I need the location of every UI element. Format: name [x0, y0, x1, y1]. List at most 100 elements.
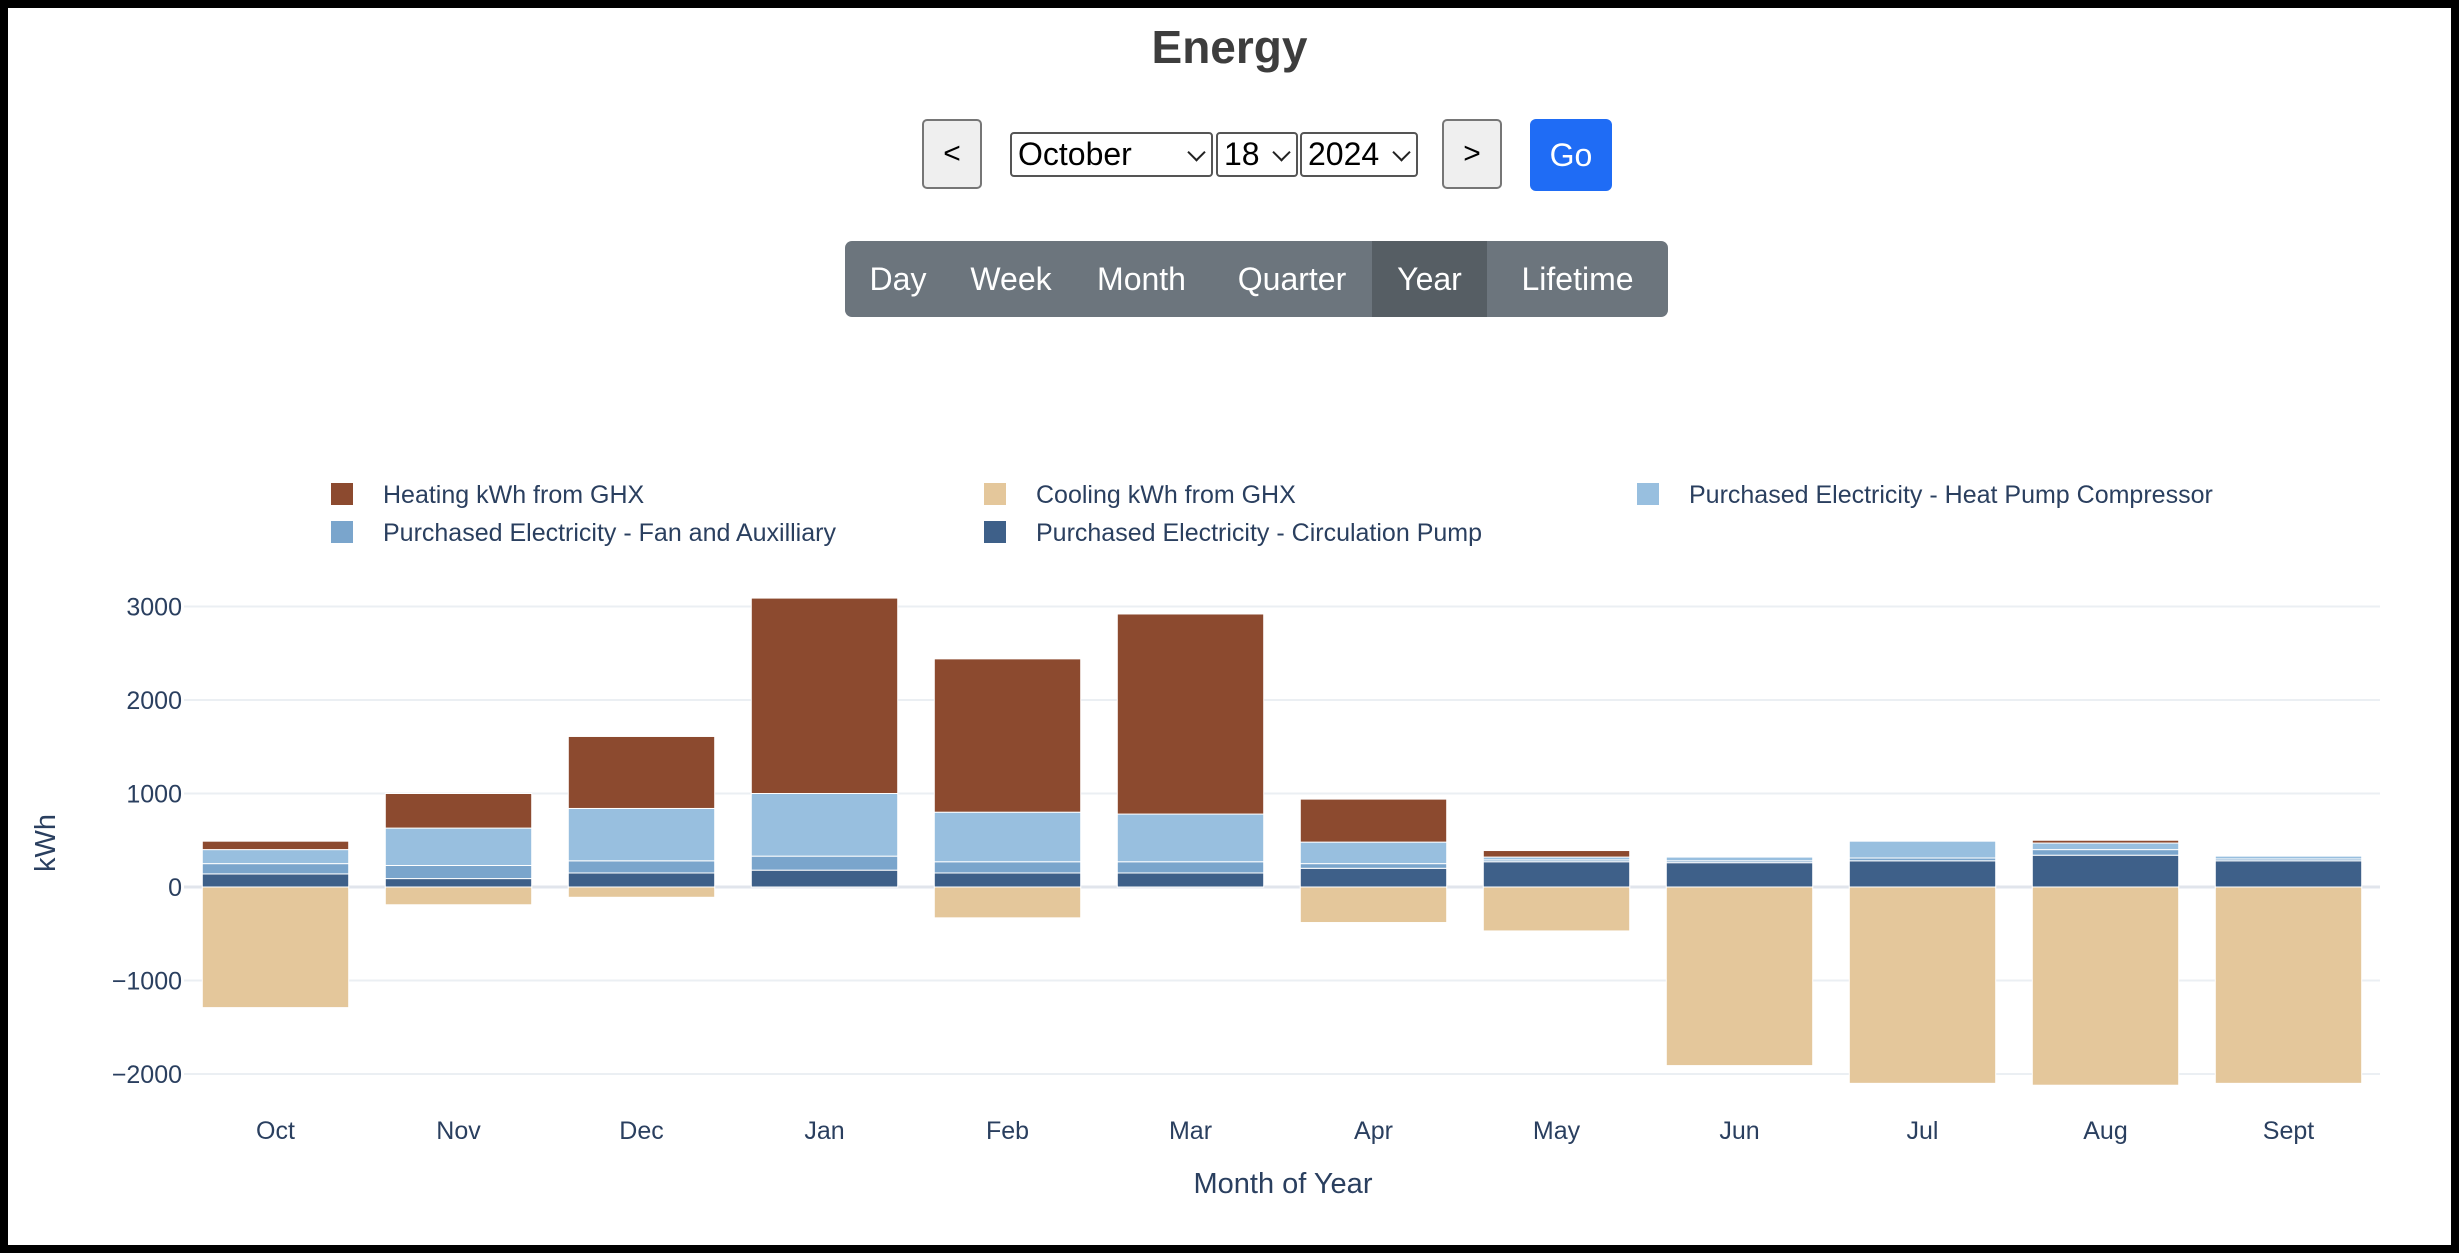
month-select-value: October — [1018, 136, 1132, 172]
bar-may-cooling-kwh-from-ghx — [1482, 886, 1631, 932]
x-tick-label: May — [1533, 1117, 1581, 1145]
x-tick-label: Apr — [1354, 1117, 1393, 1145]
bar-dec-purchased-electricity-circulation-pump — [567, 872, 716, 888]
bar-jul-purchased-electricity-circulation-pump — [1848, 860, 1997, 888]
y-tick-label: 2000 — [126, 687, 182, 715]
bar-apr-heating-kwh-from-ghx — [1299, 798, 1448, 843]
year-select[interactable]: 2024 — [1300, 132, 1418, 177]
bar-oct-heating-kwh-from-ghx — [201, 840, 350, 851]
bar-nov-purchased-electricity-fan-and-auxilliary — [384, 864, 533, 880]
bar-mar-heating-kwh-from-ghx — [1116, 613, 1265, 815]
bar-apr-purchased-electricity-circulation-pump — [1299, 867, 1448, 888]
range-month-button[interactable]: Month — [1097, 260, 1186, 297]
bar-nov-purchased-electricity-circulation-pump — [384, 878, 533, 888]
legend-label-cooling-kwh-from-ghx[interactable]: Cooling kWh from GHX — [1036, 481, 1296, 509]
prev-date-button[interactable]: < — [922, 119, 982, 189]
bar-oct-purchased-electricity-circulation-pump — [201, 873, 350, 888]
y-tick-label: 0 — [168, 874, 182, 902]
bar-dec-purchased-electricity-fan-and-auxilliary — [567, 860, 716, 874]
y-tick-labels: 3000 2000 1000 0 −1000 −2000 — [112, 594, 182, 1090]
day-select[interactable]: 18 — [1216, 132, 1298, 177]
x-tick-label: Feb — [986, 1117, 1029, 1145]
bar-apr-cooling-kwh-from-ghx — [1299, 886, 1448, 924]
bar-jul-cooling-kwh-from-ghx — [1848, 886, 1997, 1084]
next-date-button[interactable]: > — [1442, 119, 1502, 189]
legend-swatch-purchased-electricity-circulation-pump[interactable] — [984, 521, 1006, 543]
bar-jan-heating-kwh-from-ghx — [750, 597, 899, 795]
bar-apr-purchased-electricity-heat-pump-compressor — [1299, 841, 1448, 865]
bar-aug-purchased-electricity-circulation-pump — [2031, 854, 2180, 888]
bar-jun-purchased-electricity-circulation-pump — [1665, 862, 1814, 888]
range-year-button[interactable]: Year — [1372, 241, 1487, 317]
bar-feb-cooling-kwh-from-ghx — [933, 886, 1082, 919]
range-button-group: Day Week Month Quarter Year Lifetime — [845, 241, 1668, 317]
bar-jan-purchased-electricity-circulation-pump — [750, 869, 899, 888]
range-quarter-button[interactable]: Quarter — [1237, 260, 1347, 297]
bar-dec-cooling-kwh-from-ghx — [567, 886, 716, 898]
bar-sept-cooling-kwh-from-ghx — [2214, 886, 2363, 1084]
x-tick-label: Dec — [619, 1117, 663, 1145]
legend-swatch-cooling-kwh-from-ghx[interactable] — [984, 483, 1006, 505]
bar-aug-heating-kwh-from-ghx — [2031, 839, 2180, 844]
day-select-value: 18 — [1224, 136, 1260, 172]
range-lifetime-button[interactable]: Lifetime — [1521, 260, 1634, 297]
bar-mar-purchased-electricity-heat-pump-compressor — [1116, 813, 1265, 863]
range-day-button[interactable]: Day — [869, 260, 927, 297]
bar-feb-purchased-electricity-circulation-pump — [933, 872, 1082, 888]
x-tick-label: Aug — [2083, 1117, 2127, 1145]
page-title: Energy — [1151, 21, 1308, 73]
bar-sept-purchased-electricity-heat-pump-compressor — [2214, 855, 2363, 860]
bar-jan-purchased-electricity-heat-pump-compressor — [750, 793, 899, 857]
bar-jun-purchased-electricity-heat-pump-compressor — [1665, 856, 1814, 862]
bar-aug-cooling-kwh-from-ghx — [2031, 886, 2180, 1086]
bar-oct-purchased-electricity-heat-pump-compressor — [201, 849, 350, 865]
legend-label-purchased-electricity-fan-and-auxilliary[interactable]: Purchased Electricity - Fan and Auxillia… — [383, 519, 836, 547]
x-tick-label: Jul — [1907, 1117, 1939, 1145]
year-select-value: 2024 — [1308, 136, 1380, 172]
legend-swatch-heating-kwh-from-ghx[interactable] — [331, 483, 353, 505]
y-tick-label: 1000 — [126, 781, 182, 809]
x-axis-title: Month of Year — [1194, 1168, 1373, 1200]
bar-feb-purchased-electricity-fan-and-auxilliary — [933, 861, 1082, 874]
bar-may-heating-kwh-from-ghx — [1482, 850, 1631, 858]
bar-aug-purchased-electricity-heat-pump-compressor — [2031, 842, 2180, 851]
bar-jun-cooling-kwh-from-ghx — [1665, 886, 1814, 1067]
x-tick-label: Jan — [804, 1117, 844, 1145]
gridlines — [184, 605, 2380, 1075]
bar-nov-heating-kwh-from-ghx — [384, 793, 533, 829]
bar-nov-purchased-electricity-heat-pump-compressor — [384, 827, 533, 866]
x-tick-label: Jun — [1719, 1117, 1759, 1145]
y-tick-label: −2000 — [112, 1061, 182, 1089]
month-select[interactable]: October — [1010, 132, 1213, 177]
legend-label-heating-kwh-from-ghx[interactable]: Heating kWh from GHX — [383, 481, 645, 509]
go-button[interactable]: Go — [1530, 119, 1612, 191]
x-tick-labels: Oct Nov Dec Jan Feb Mar Apr May Jun Jul Aug Sept — [256, 1117, 2314, 1145]
legend-label-purchased-electricity-circulation-pump[interactable]: Purchased Electricity - Circulation Pump — [1036, 519, 1482, 547]
legend-swatch-purchased-electricity-heat-pump-compressor[interactable] — [1637, 483, 1659, 505]
legend-swatch-purchased-electricity-fan-and-auxilliary[interactable] — [331, 521, 353, 543]
legend-label-purchased-electricity-heat-pump-compressor[interactable]: Purchased Electricity - Heat Pump Compre… — [1689, 481, 2213, 509]
bar-jul-purchased-electricity-heat-pump-compressor — [1848, 840, 1997, 859]
y-tick-label: −1000 — [112, 968, 182, 996]
x-tick-label: Nov — [436, 1117, 481, 1145]
range-week-button[interactable]: Week — [970, 260, 1052, 297]
bar-nov-cooling-kwh-from-ghx — [384, 886, 533, 906]
bar-feb-purchased-electricity-heat-pump-compressor — [933, 811, 1082, 863]
bar-aug-purchased-electricity-fan-and-auxilliary — [2031, 849, 2180, 856]
bar-oct-purchased-electricity-fan-and-auxilliary — [201, 863, 350, 875]
bar-oct-cooling-kwh-from-ghx — [201, 886, 350, 1009]
bar-dec-purchased-electricity-heat-pump-compressor — [567, 807, 716, 862]
y-axis-title: kWh — [30, 814, 62, 872]
x-tick-label: Sept — [2263, 1117, 2314, 1145]
x-tick-label: Oct — [256, 1117, 295, 1145]
bar-mar-purchased-electricity-fan-and-auxilliary — [1116, 861, 1265, 874]
y-tick-label: 3000 — [126, 594, 182, 622]
bar-apr-purchased-electricity-fan-and-auxilliary — [1299, 863, 1448, 869]
bar-may-purchased-electricity-circulation-pump — [1482, 861, 1631, 888]
bar-mar-purchased-electricity-circulation-pump — [1116, 872, 1265, 888]
bar-feb-heating-kwh-from-ghx — [933, 658, 1082, 813]
bar-sept-purchased-electricity-circulation-pump — [2214, 860, 2363, 888]
legend: Heating kWh from GHX Cooling kWh from GHX… — [331, 481, 2213, 547]
bars — [201, 597, 2363, 1086]
